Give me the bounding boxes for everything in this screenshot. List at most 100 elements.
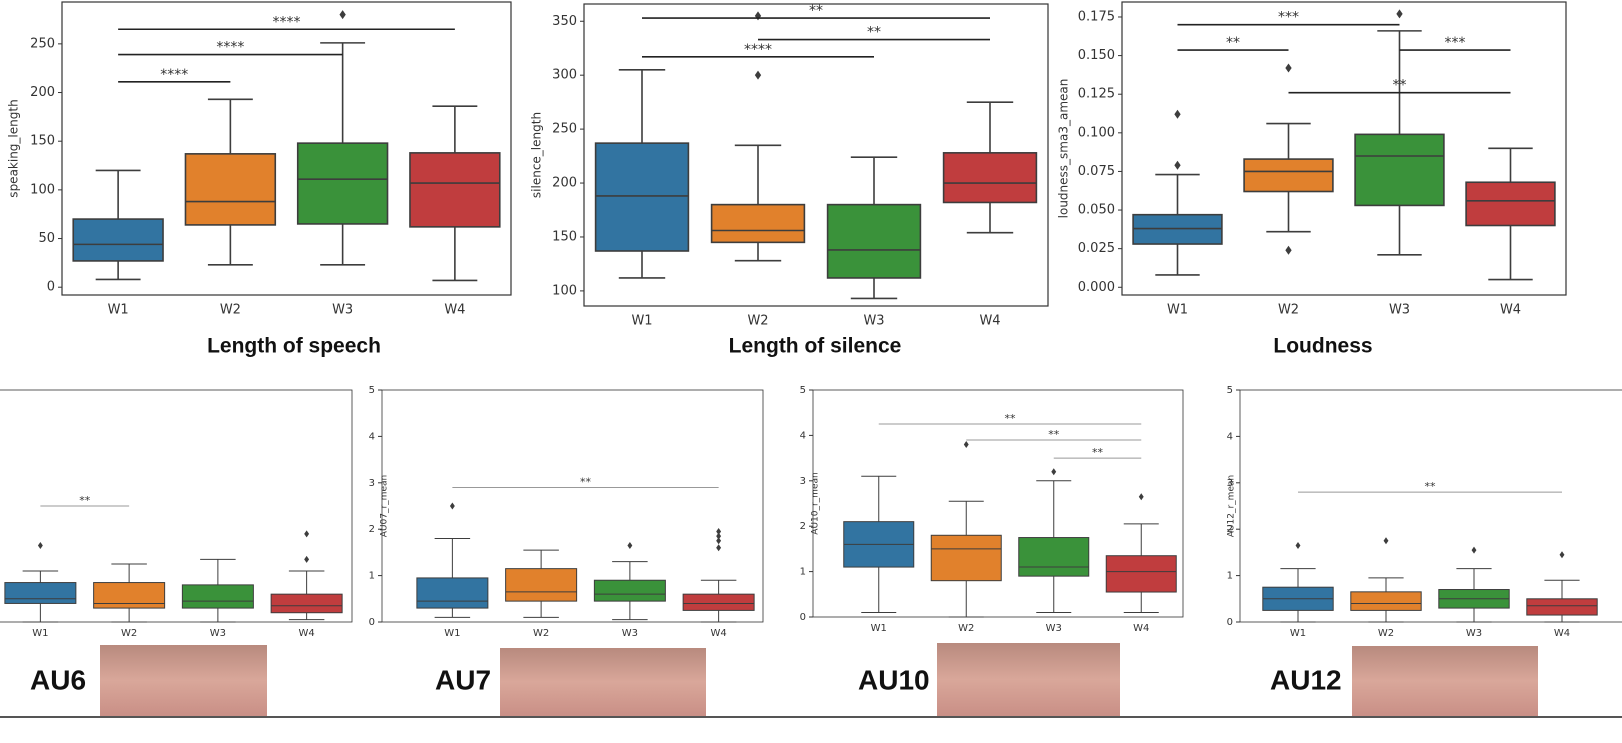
chart-title: AU7 [435, 664, 491, 695]
box [593, 579, 666, 602]
significance-label: ** [809, 3, 823, 19]
box [1105, 555, 1177, 593]
x-tick-label: W3 [1466, 628, 1482, 639]
y-tick-label: 1 [800, 567, 806, 578]
flier [716, 532, 722, 540]
plot-frame [0, 389, 353, 623]
x-tick-label: W1 [1167, 303, 1188, 318]
box [1243, 158, 1334, 193]
box [184, 153, 277, 226]
x-tick-label: W3 [332, 303, 353, 318]
y-tick-label: 3 [800, 476, 806, 487]
y-axis-label: speaking_length [7, 99, 21, 197]
plot-frame [381, 389, 764, 623]
y-tick-label: 0.150 [1078, 48, 1115, 63]
y-axis-label: AU10_r_mean [811, 472, 821, 534]
y-tick-label: 250 [30, 36, 55, 51]
y-tick-label: 150 [30, 134, 55, 149]
significance-label: ** [1048, 428, 1060, 441]
chart-title: Length of speech [207, 335, 381, 358]
y-tick-label: 0.050 [1078, 203, 1115, 218]
y-tick-label: 0 [369, 617, 375, 628]
x-tick-label: W4 [444, 303, 465, 318]
significance-label: ** [1005, 412, 1017, 425]
significance-label: *** [1445, 35, 1466, 51]
chart-title: AU6 [30, 664, 86, 695]
y-tick-label: 0.100 [1078, 125, 1115, 140]
x-tick-label: W4 [1554, 628, 1570, 639]
y-tick-label: 250 [552, 122, 577, 137]
y-tick-label: 1 [369, 571, 375, 582]
box [710, 203, 806, 244]
significance-label: ** [580, 475, 592, 488]
box [4, 582, 77, 604]
flier [1295, 541, 1301, 549]
x-tick-label: W4 [979, 314, 1000, 329]
x-tick-label: W2 [1378, 628, 1394, 639]
y-tick-label: 150 [552, 229, 577, 244]
box [1526, 598, 1598, 616]
box [1354, 133, 1445, 207]
face-photo [1352, 646, 1538, 716]
box [93, 582, 166, 609]
box [942, 152, 1038, 204]
plot-frame [1239, 389, 1622, 623]
y-tick-label: 50 [38, 231, 55, 246]
y-tick-label: 2 [800, 521, 806, 532]
x-tick-label: W2 [220, 303, 241, 318]
flier [449, 502, 455, 510]
significance-label: *** [1278, 10, 1299, 26]
plot-frame [1121, 1, 1567, 296]
face-photo [500, 648, 706, 716]
y-tick-label: 0.125 [1078, 87, 1115, 102]
box [1350, 591, 1422, 611]
flier [754, 70, 762, 80]
box [930, 534, 1002, 582]
y-tick-label: 5 [800, 385, 806, 396]
box [409, 152, 501, 228]
y-tick-label: 5 [369, 385, 375, 396]
y-tick-label: 4 [1227, 431, 1233, 442]
x-tick-label: W3 [1389, 303, 1410, 318]
y-tick-label: 4 [369, 431, 375, 442]
x-tick-label: W2 [533, 628, 549, 639]
y-tick-label: 100 [552, 283, 577, 298]
box [1465, 181, 1556, 227]
plot-frame [583, 3, 1049, 307]
x-tick-label: W3 [863, 314, 884, 329]
y-tick-label: 0 [47, 280, 55, 295]
chart-title: Length of silence [729, 335, 902, 358]
x-tick-label: W2 [121, 628, 137, 639]
flier [1285, 63, 1292, 73]
x-tick-label: W2 [747, 314, 768, 329]
y-tick-label: 4 [800, 430, 806, 441]
x-tick-label: W4 [299, 628, 315, 639]
y-axis-label: silence_length [530, 112, 544, 198]
y-tick-label: 0.175 [1078, 9, 1115, 24]
x-tick-label: W1 [444, 628, 460, 639]
significance-label: ** [1425, 480, 1437, 493]
flier [627, 541, 633, 549]
box [270, 593, 343, 614]
x-tick-label: W3 [1046, 623, 1062, 634]
x-tick-label: W2 [958, 623, 974, 634]
flier [1383, 537, 1389, 545]
box [682, 593, 755, 611]
y-tick-label: 300 [552, 68, 577, 83]
y-tick-label: 0.025 [1078, 241, 1115, 256]
chart-title: AU12 [1270, 664, 1342, 695]
flier [1051, 468, 1057, 476]
flier [304, 555, 310, 563]
x-tick-label: W2 [1278, 303, 1299, 318]
flier [304, 530, 310, 538]
flier [716, 528, 722, 536]
y-axis-label: AU07_r_mean [380, 475, 390, 537]
x-tick-label: W1 [1290, 628, 1306, 639]
flier [1471, 546, 1477, 554]
significance-label: **** [216, 40, 244, 56]
x-tick-label: W1 [108, 303, 129, 318]
y-tick-label: 3 [369, 478, 375, 489]
x-tick-label: W4 [1500, 303, 1521, 318]
chart-title: Loudness [1273, 335, 1372, 358]
